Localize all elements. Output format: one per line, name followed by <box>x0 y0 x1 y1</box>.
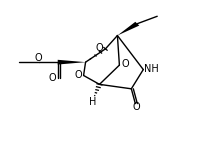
Text: O: O <box>49 73 57 83</box>
Polygon shape <box>58 60 86 65</box>
Polygon shape <box>117 22 139 36</box>
Text: O: O <box>35 53 43 63</box>
Text: O: O <box>121 59 129 69</box>
Text: O: O <box>133 102 140 112</box>
Text: O: O <box>74 70 82 81</box>
Text: H: H <box>89 97 96 107</box>
Text: O: O <box>96 43 103 53</box>
Text: NH: NH <box>144 64 159 74</box>
